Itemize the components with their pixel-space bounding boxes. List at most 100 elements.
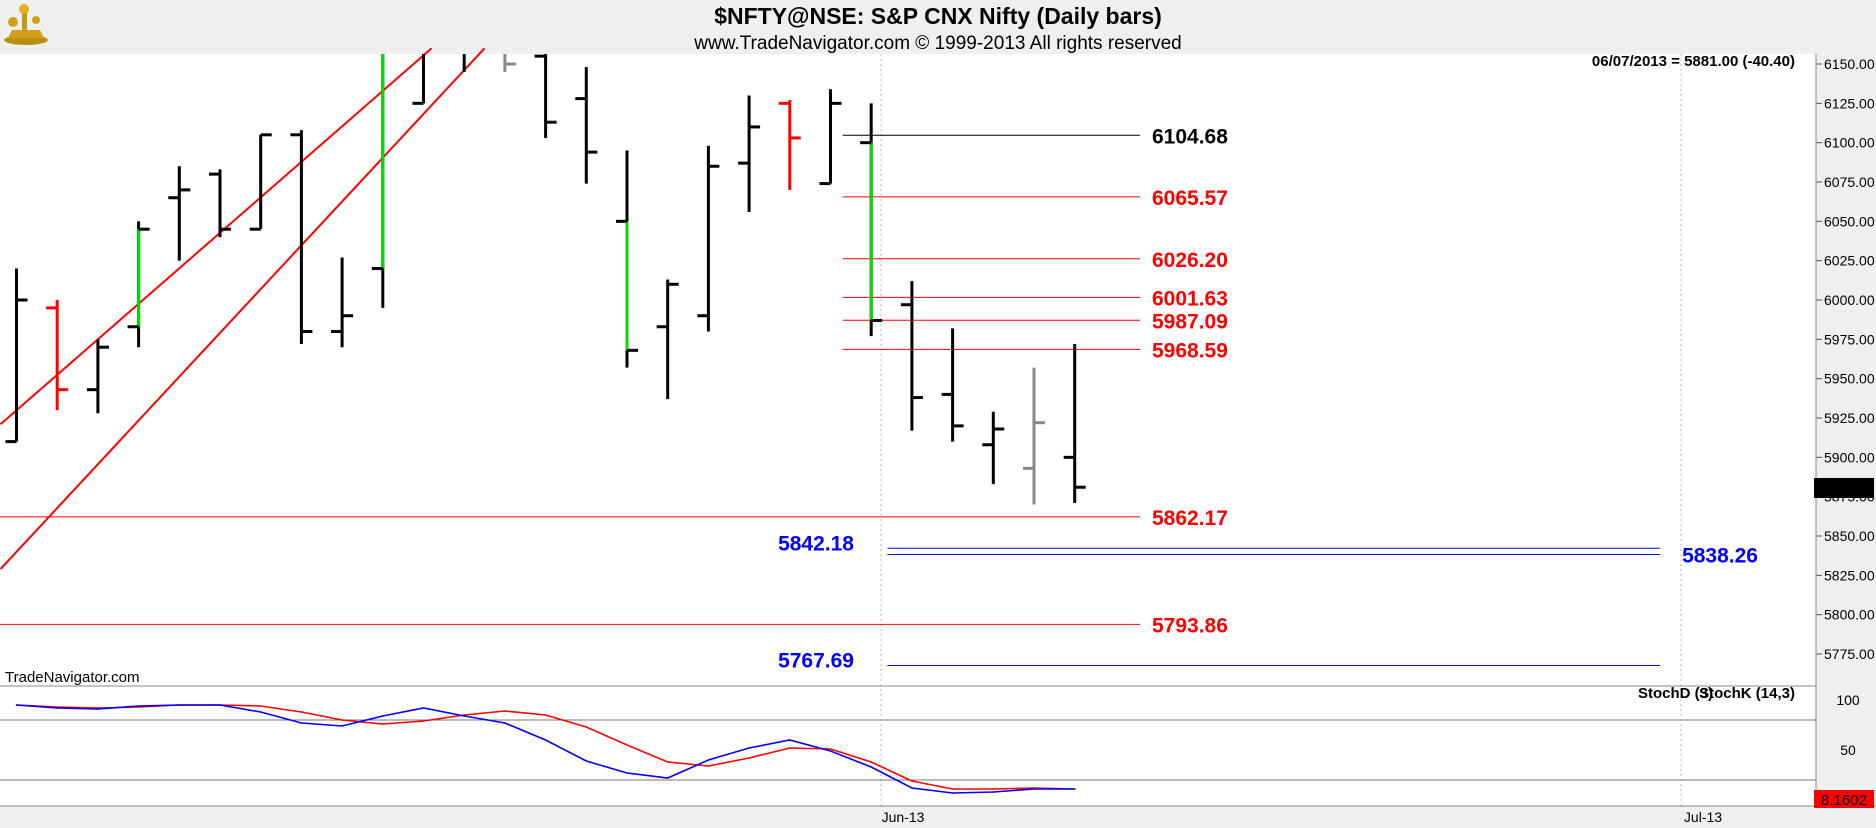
level-label: 6065.57: [1152, 187, 1228, 210]
ohlc-bar: [778, 100, 801, 190]
price-tag: 5881.00: [1817, 481, 1871, 498]
price-tick-label: 5800.00: [1824, 607, 1875, 623]
level-label: 5862.17: [1152, 507, 1228, 530]
stoch-point: [259, 705, 262, 707]
stoch-point: [626, 744, 628, 746]
date-tick-label: Jul-13: [1684, 809, 1722, 825]
ohlc-bar: [656, 279, 679, 400]
stoch-point: [463, 715, 466, 717]
ohlc-bar: [86, 339, 109, 414]
price-tick-label: 6050.00: [1824, 213, 1875, 229]
price-tick-label: 5775.00: [1824, 646, 1875, 662]
price-tick-label: 6075.00: [1824, 174, 1875, 190]
ohlc-bar: [209, 169, 231, 238]
ohlc-bar: [331, 257, 354, 348]
stoch-point: [300, 722, 303, 724]
level-label: 5987.09: [1152, 310, 1228, 333]
price-tick-label: 5850.00: [1824, 528, 1875, 544]
ohlc-bar: [534, 54, 557, 138]
stoch-point: [666, 777, 669, 779]
price-tick-label: 5900.00: [1824, 449, 1875, 465]
ohlc-bar: [819, 89, 842, 186]
date-axis-bar: [0, 806, 1876, 828]
stoch-tag: 8.1602: [1821, 792, 1867, 809]
price-tick-label: 5925.00: [1824, 410, 1875, 426]
stoch-point: [748, 747, 750, 749]
stoch-point: [259, 711, 262, 713]
date-tick-label: Jun-13: [882, 809, 925, 825]
ohlc-bar: [290, 130, 313, 345]
level-label: 5767.69: [778, 650, 854, 673]
stoch-point: [97, 708, 99, 710]
stoch-point: [870, 761, 872, 763]
watermark-label: TradeNavigator.com: [5, 669, 140, 686]
stoch-point: [137, 705, 140, 707]
stoch-point: [626, 772, 628, 774]
stoch-point: [951, 788, 954, 790]
ohlc-bar: [412, 54, 425, 105]
price-tick-label: 5825.00: [1824, 567, 1875, 583]
stoch-point: [992, 788, 995, 790]
level-label: 6104.68: [1152, 125, 1228, 148]
stoch-point: [870, 766, 872, 768]
stoch-point: [341, 719, 343, 721]
price-tick-label: 6125.00: [1824, 95, 1875, 111]
stoch-point: [300, 711, 303, 713]
price-bars-group: [5, 54, 1086, 505]
stochastic-panel: [0, 704, 1816, 794]
price-tick-label: 6150.00: [1824, 56, 1875, 72]
trendline: [0, 47, 486, 570]
ohlc-bar: [860, 103, 883, 337]
stoch-point: [219, 704, 221, 706]
ohlc-bar: [900, 281, 923, 431]
stoch-tick-label: 100: [1836, 692, 1860, 708]
price-tick-label: 6025.00: [1824, 253, 1875, 269]
ohlc-bar: [5, 268, 28, 444]
stoch-point: [585, 726, 588, 728]
ohlc-bar: [127, 221, 150, 348]
stoch-point: [422, 720, 425, 722]
price-tick-label: 6100.00: [1824, 135, 1875, 151]
level-label: 5793.86: [1152, 614, 1228, 637]
axes-group: 6150.00 6125.00 6100.00 6075.00 6050.00 6025.…: [880, 54, 1875, 825]
ohlc-bar: [575, 67, 598, 184]
stoch-point: [504, 722, 506, 724]
level-label: 5842.18: [778, 532, 854, 555]
stoch-point: [789, 739, 791, 741]
stoch-tag-box: [1814, 790, 1874, 808]
ohlc-bar: [697, 145, 720, 332]
price-tag-box: [1814, 478, 1874, 498]
level-label: 6001.63: [1152, 287, 1228, 310]
stoch-point: [422, 707, 425, 709]
price-axis-bar: [1816, 54, 1876, 806]
level-label: 5838.26: [1682, 544, 1758, 567]
price-tick-label: 5950.00: [1824, 371, 1875, 387]
stoch-point: [382, 715, 384, 717]
stoch-point: [829, 750, 832, 752]
legend-stochk: StochK (14,3): [1699, 685, 1795, 702]
legend-stochd: StochD (3): [1638, 685, 1713, 702]
stoch-point: [178, 704, 181, 706]
ohlc-bar: [249, 133, 272, 231]
ohlc-bar: [1023, 367, 1045, 505]
stoch-point: [992, 791, 995, 793]
ohlc-bar: [168, 166, 191, 261]
stoch-point: [829, 748, 832, 750]
ohlc-bar: [46, 300, 69, 411]
stoch-point: [341, 725, 343, 727]
trendline: [0, 47, 433, 426]
chart-subtitle: www.TradeNavigator.com © 1999-2013 All r…: [693, 33, 1181, 54]
stoch-point: [544, 714, 547, 716]
price-tick-label: 6000.00: [1824, 292, 1875, 308]
chart-title: $NFTY@NSE: S&P CNX Nifty (Daily bars): [714, 3, 1162, 29]
stoch-point: [1073, 788, 1076, 790]
stoch-point: [544, 739, 547, 741]
stoch-point: [666, 761, 669, 763]
ohlc-bar: [503, 54, 516, 72]
stoch-point: [911, 787, 913, 789]
level-label: 6026.20: [1152, 249, 1228, 272]
stoch-tick-label: 50: [1840, 742, 1856, 758]
stoch-point: [56, 707, 58, 709]
